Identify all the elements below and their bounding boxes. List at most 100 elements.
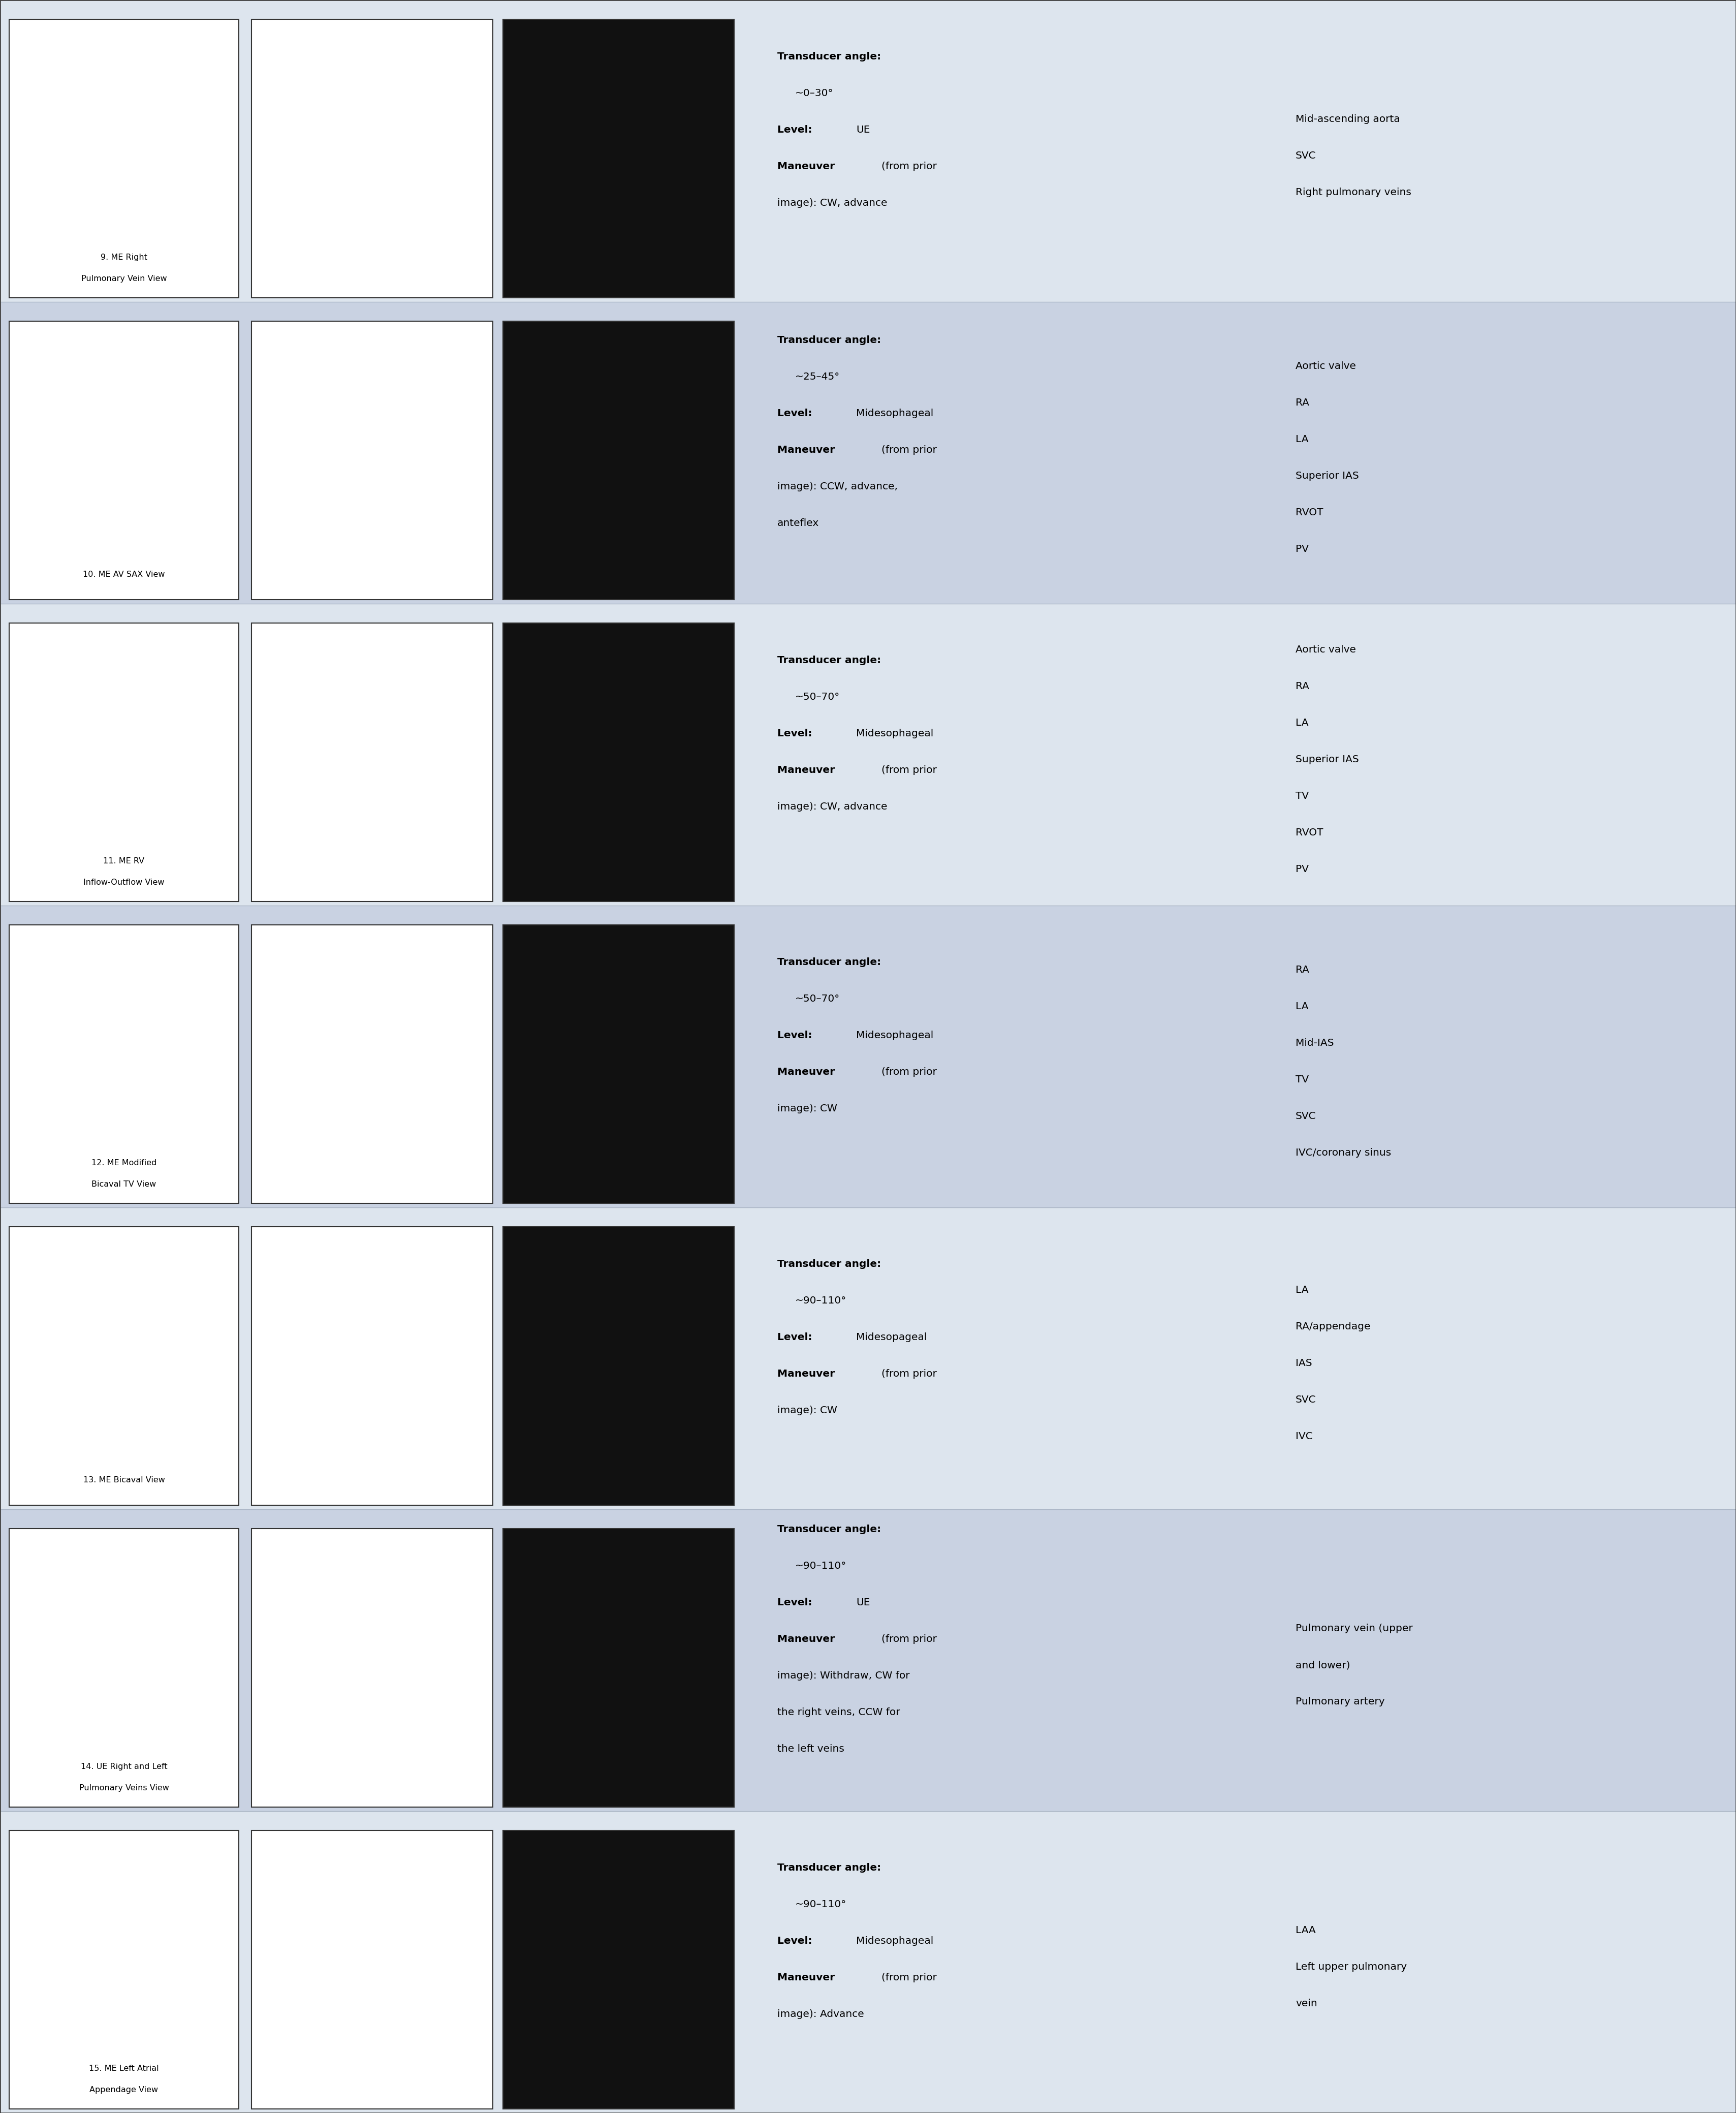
Text: 11. ME RV: 11. ME RV [104,858,144,864]
Bar [503,19,734,298]
Text: IVC: IVC [1295,1431,1312,1441]
Bar [0,1811,1736,2113]
Text: Mid-ascending aorta: Mid-ascending aorta [1295,114,1399,125]
Text: image): Withdraw, CW for: image): Withdraw, CW for [778,1671,910,1680]
Text: LAA: LAA [1295,1925,1316,1936]
Text: 15. ME Left Atrial: 15. ME Left Atrial [89,2064,160,2073]
Bar [0,1207,1736,1509]
Text: Pulmonary Veins View: Pulmonary Veins View [80,1783,168,1792]
Text: 12. ME Modified: 12. ME Modified [92,1160,156,1166]
Bar [0,0,1736,302]
Bar [252,1830,493,2109]
Text: Aortic valve: Aortic valve [1295,644,1356,655]
Text: RVOT: RVOT [1295,828,1323,837]
Text: Inflow-Outflow View: Inflow-Outflow View [83,879,165,885]
Text: Level:: Level: [778,1936,816,1946]
Text: RA: RA [1295,397,1309,408]
Text: Transducer angle:: Transducer angle: [778,336,880,344]
Bar [0,302,1736,604]
Text: (from prior: (from prior [882,1974,937,1982]
Text: (from prior: (from prior [882,161,937,171]
Text: Pulmonary Vein View: Pulmonary Vein View [82,275,167,283]
Bar [252,1228,493,1504]
Text: LA: LA [1295,1002,1309,1012]
Bar [252,623,493,902]
Text: Appendage View: Appendage View [90,2086,158,2094]
Bar [252,19,493,298]
Text: Superior IAS: Superior IAS [1295,471,1359,482]
Text: RA/appendage: RA/appendage [1295,1323,1370,1331]
Text: image): CW: image): CW [778,1405,837,1416]
Bar [0,1509,1736,1811]
Bar [252,1528,493,1807]
Text: LA: LA [1295,718,1309,727]
Text: Midesophageal: Midesophageal [856,1936,934,1946]
Text: Pulmonary vein (upper: Pulmonary vein (upper [1295,1623,1413,1633]
Text: image): CW, advance: image): CW, advance [778,199,887,207]
Bar [0,906,1736,1207]
Text: Midesophageal: Midesophageal [856,408,934,418]
Text: ~25–45°: ~25–45° [795,372,840,382]
Text: the left veins: the left veins [778,1743,844,1754]
Text: SVC: SVC [1295,1395,1316,1405]
Text: vein: vein [1295,1999,1318,2007]
Text: (from prior: (from prior [882,765,937,775]
Text: Level:: Level: [778,729,816,737]
Text: ~0–30°: ~0–30° [795,89,833,97]
Bar [503,925,734,1204]
Text: Maneuver: Maneuver [778,1067,838,1078]
Text: Level:: Level: [778,125,816,135]
Text: Maneuver: Maneuver [778,1369,838,1378]
Text: Midesophageal: Midesophageal [856,1031,934,1040]
Text: Maneuver: Maneuver [778,765,838,775]
Text: Aortic valve: Aortic valve [1295,361,1356,372]
Text: Transducer angle:: Transducer angle: [778,53,880,61]
Bar [0,604,1736,906]
Text: Bicaval TV View: Bicaval TV View [92,1181,156,1188]
Text: 10. ME AV SAX View: 10. ME AV SAX View [83,571,165,579]
Text: Superior IAS: Superior IAS [1295,754,1359,765]
Bar [9,925,240,1204]
Bar [503,1528,734,1807]
Bar [503,623,734,902]
Text: RVOT: RVOT [1295,507,1323,518]
Text: ~90–110°: ~90–110° [795,1295,847,1306]
Text: Mid-IAS: Mid-IAS [1295,1037,1333,1048]
Text: Level:: Level: [778,1597,816,1608]
Text: SVC: SVC [1295,150,1316,161]
Text: 14. UE Right and Left: 14. UE Right and Left [80,1762,167,1771]
Text: image): CCW, advance,: image): CCW, advance, [778,482,898,492]
Bar [252,321,493,600]
Text: Transducer angle:: Transducer angle: [778,1526,880,1534]
Text: Maneuver: Maneuver [778,1974,838,1982]
Bar [9,1830,240,2109]
Text: (from prior: (from prior [882,1067,937,1078]
Text: (from prior: (from prior [882,446,937,454]
Text: anteflex: anteflex [778,518,819,528]
Text: TV: TV [1295,1076,1309,1084]
Text: IAS: IAS [1295,1359,1312,1367]
Text: 13. ME Bicaval View: 13. ME Bicaval View [83,1477,165,1483]
Bar [9,623,240,902]
Text: ~50–70°: ~50–70° [795,993,840,1004]
Text: Transducer angle:: Transducer angle: [778,1864,880,1872]
Text: ~90–110°: ~90–110° [795,1900,847,1910]
Bar [9,321,240,600]
Text: 9. ME Right: 9. ME Right [101,254,148,262]
Text: image): Advance: image): Advance [778,2009,865,2020]
Text: (from prior: (from prior [882,1633,937,1644]
Text: RA: RA [1295,682,1309,691]
Text: UE: UE [856,1597,870,1608]
Text: Level:: Level: [778,408,816,418]
Text: Transducer angle:: Transducer angle: [778,655,880,666]
Bar [9,1528,240,1807]
Text: SVC: SVC [1295,1111,1316,1122]
Text: Level:: Level: [778,1333,816,1342]
Text: PV: PV [1295,864,1309,875]
Text: Maneuver: Maneuver [778,1633,838,1644]
Bar [252,925,493,1204]
Text: ~50–70°: ~50–70° [795,693,840,702]
Text: Pulmonary artery: Pulmonary artery [1295,1697,1385,1707]
Text: RA: RA [1295,966,1309,974]
Text: Maneuver: Maneuver [778,161,838,171]
